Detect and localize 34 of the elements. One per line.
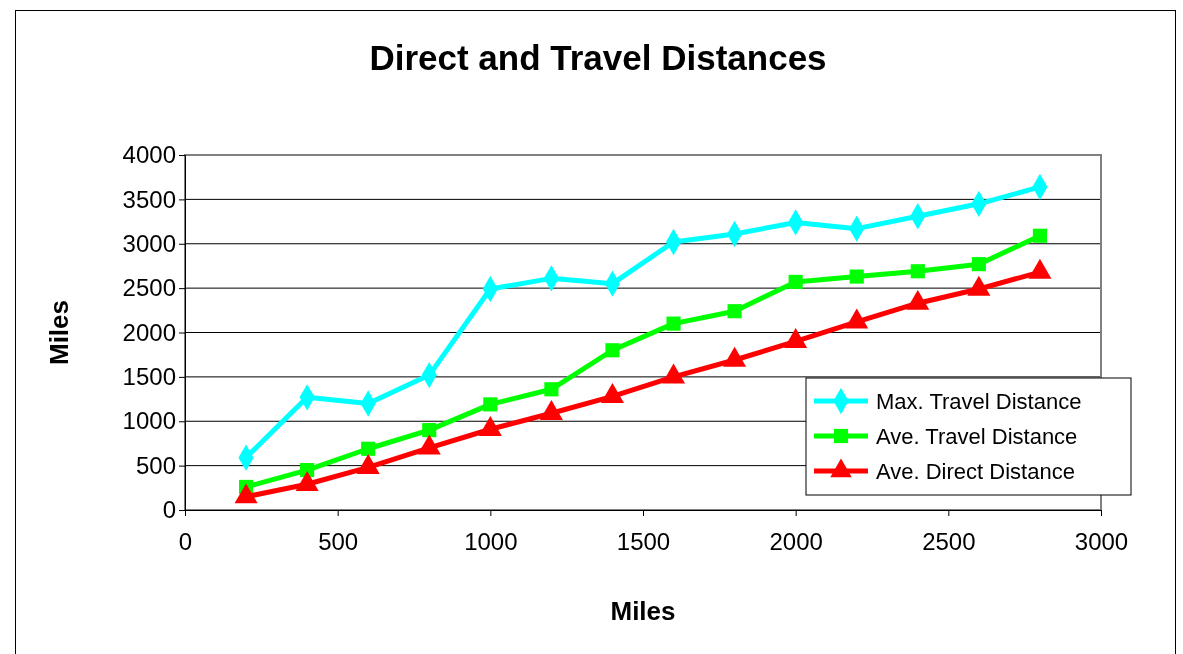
point [483, 397, 498, 412]
point [1032, 228, 1047, 243]
y-axis-title: Miles [44, 299, 74, 366]
point [544, 382, 559, 397]
x-tick-label: 1000 [464, 528, 518, 556]
point [788, 274, 803, 289]
legend-label: Ave. Travel Distance [876, 424, 1078, 449]
x-tick-label: 500 [318, 528, 359, 556]
legend-label: Ave. Direct Distance [876, 459, 1075, 484]
x-tick-label: 0 [178, 528, 193, 556]
x-tick-label: 3000 [1074, 528, 1129, 556]
point [666, 316, 681, 331]
x-tick-label: 2000 [769, 528, 823, 556]
y-tick-label: 1500 [122, 363, 176, 391]
y-tick-label: 2000 [122, 318, 176, 346]
point [727, 304, 742, 319]
y-tick-label: 4000 [122, 141, 176, 169]
y-tick-label: 1000 [122, 407, 176, 435]
x-tick-label: 1500 [616, 528, 671, 556]
point [605, 343, 620, 358]
y-tick-label: 3000 [122, 229, 176, 257]
point [971, 257, 986, 272]
y-tick-label: 0 [162, 496, 176, 524]
y-tick-label: 2500 [122, 274, 176, 302]
x-tick-label: 2500 [922, 528, 976, 556]
point [361, 441, 376, 456]
point [422, 423, 437, 438]
y-tick-label: 3500 [122, 185, 176, 213]
point [910, 264, 925, 279]
point [849, 269, 864, 284]
legend-label: Max. Travel Distance [876, 389, 1082, 414]
y-tick-label: 500 [135, 451, 176, 479]
chart-title: Direct and Travel Distances [369, 38, 827, 77]
x-axis-title: Miles [610, 596, 676, 626]
